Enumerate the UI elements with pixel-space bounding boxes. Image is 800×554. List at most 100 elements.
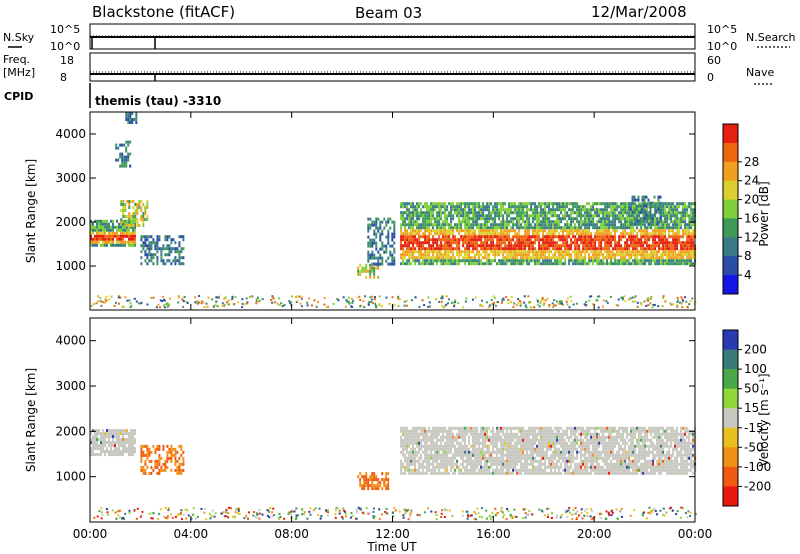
velocity-data-layer	[90, 426, 697, 521]
freq-unit-label: [MHz]	[3, 66, 35, 79]
velocity-colorbar-label: Velocity [m s⁻¹]	[757, 373, 771, 466]
velocity-colorbar-label-5: -50	[744, 440, 764, 454]
freq-panel: Freq. [MHz] 18 8 60 0 Nave	[3, 52, 774, 85]
velocity-colorbar-label-1: 100	[744, 362, 767, 376]
power-ytick-label-3: 4000	[55, 127, 86, 141]
velocity-region-1	[140, 444, 185, 475]
xtick-label-6: 00:00	[678, 527, 713, 541]
nsky-left-tick-top: 10^5	[50, 23, 80, 36]
power-region-8	[629, 195, 662, 226]
power-colorbar-swatch-5	[723, 218, 738, 238]
power-region-1	[120, 200, 149, 227]
velocity-colorbar-label-2: 50	[744, 382, 759, 396]
velocity-ytick-label-1: 2000	[55, 424, 86, 438]
freq-left-tick-bottom: 8	[60, 71, 67, 84]
beam-label: Beam 03	[355, 4, 422, 22]
xtick-label-0: 00:00	[73, 527, 108, 541]
power-colorbar-label-4: 20	[744, 193, 759, 207]
power-region-6	[367, 217, 396, 266]
power-colorbar-label-3: 16	[744, 211, 759, 225]
station-title: Blackstone (fitACF)	[92, 3, 235, 21]
velocity-colorbar-swatch-2	[723, 369, 738, 390]
power-colorbar-swatch-1	[723, 142, 738, 163]
velocity-colorbar-frame	[722, 329, 739, 507]
freq-label: Freq.	[3, 53, 30, 66]
time-x-axis: 00:00 04:00 08:00 12:00 16:00 20:00 00:00	[73, 112, 713, 541]
power-region-3	[125, 112, 138, 124]
power-colorbar-label-6: 28	[744, 155, 759, 169]
velocity-colorbar-swatch-7	[723, 466, 738, 487]
power-colorbar-label: Power [dB]	[757, 181, 771, 246]
velocity-colorbar-swatch-3	[723, 388, 738, 409]
power-near-range-speckle	[90, 295, 697, 309]
velocity-frame	[89, 317, 696, 523]
freq-left-tick-top: 18	[60, 54, 74, 67]
nsky-label: N.Sky	[3, 31, 35, 44]
nave-label: Nave	[746, 66, 774, 79]
nave-right-tick-top: 60	[707, 54, 721, 67]
date-label: 12/Mar/2008	[591, 3, 687, 21]
nsky-left-tick-bottom: 10^0	[50, 40, 80, 53]
power-colorbar-swatch-6	[723, 237, 738, 257]
velocity-colorbar-label-4: -15	[744, 421, 764, 435]
nsky-right-tick-bottom: 10^0	[707, 40, 737, 53]
power-colorbar-label-0: 4	[744, 268, 752, 282]
velocity-colorbar-swatch-8	[723, 486, 738, 507]
velocity-colorbar-label-6: -100	[744, 460, 771, 474]
velocity-region-0	[90, 429, 136, 457]
nsky-panel: N.Sky 10^5 10^0 10^5 10^0 N.Search	[3, 23, 796, 53]
power-colorbar-swatch-0	[723, 124, 738, 144]
power-region-5	[357, 263, 380, 279]
nsearch-label: N.Search	[746, 31, 796, 44]
cpid-panel: CPID themis (tau) -3310	[4, 83, 221, 108]
power-panel: 1000 2000 3000 4000 Slant Range [km] 4 8 12 16…	[24, 111, 771, 311]
velocity-colorbar-swatch-1	[723, 349, 738, 370]
power-colorbar-swatch-2	[723, 161, 738, 182]
power-ylabel: Slant Range [km]	[24, 159, 38, 263]
power-colorbar: 4 8 12 16 20 24 28	[722, 123, 759, 295]
velocity-colorbar-swatch-6	[723, 447, 738, 468]
power-region-4	[140, 235, 185, 266]
velocity-colorbar-swatch-0	[723, 330, 738, 351]
nave-right-tick-bottom: 0	[707, 71, 714, 84]
velocity-colorbar: 200 100 50 15 -15 -50 -100 -200	[722, 329, 771, 507]
velocity-near-range-speckle	[93, 506, 697, 521]
xtick-label-4: 16:00	[476, 527, 511, 541]
power-ytick-label-2: 3000	[55, 171, 86, 185]
velocity-colorbar-swatch-4	[723, 408, 738, 429]
velocity-colorbar-label-7: -200	[744, 479, 771, 493]
velocity-y-axis: 1000 2000 3000 4000	[55, 334, 695, 484]
xtick-label-1: 04:00	[174, 527, 209, 541]
time-xlabel: Time UT	[366, 540, 417, 554]
power-colorbar-swatch-4	[723, 199, 738, 219]
velocity-colorbar-label-3: 15	[744, 401, 759, 415]
velocity-panel: 1000 2000 3000 4000 Slant Range [km] 200 100…	[24, 112, 771, 554]
nsky-right-tick-top: 10^5	[707, 23, 737, 36]
cpid-value: themis (tau) -3310	[95, 94, 221, 108]
velocity-region-2	[400, 426, 697, 475]
xtick-label-3: 12:00	[375, 527, 410, 541]
power-colorbar-swatch-8	[723, 275, 738, 295]
power-y-axis: 1000 2000 3000 4000	[55, 127, 695, 273]
velocity-ylabel: Slant Range [km]	[24, 368, 38, 472]
power-colorbar-frame	[722, 123, 739, 295]
power-region-7	[400, 202, 697, 266]
velocity-ytick-label-2: 3000	[55, 379, 86, 393]
xtick-label-5: 20:00	[577, 527, 612, 541]
velocity-colorbar-label-0: 200	[744, 343, 767, 357]
cpid-label: CPID	[4, 90, 33, 103]
power-colorbar-swatch-7	[723, 256, 738, 276]
velocity-ytick-label-3: 4000	[55, 334, 86, 348]
velocity-ytick-label-0: 1000	[55, 470, 86, 484]
velocity-colorbar-swatch-5	[723, 427, 738, 448]
power-colorbar-label-2: 12	[744, 230, 759, 244]
power-colorbar-label-5: 24	[744, 174, 759, 188]
xtick-label-2: 08:00	[274, 527, 309, 541]
power-colorbar-label-1: 8	[744, 249, 752, 263]
power-colorbar-swatch-3	[723, 180, 738, 201]
velocity-region-3	[357, 472, 390, 491]
power-data-layer	[90, 112, 697, 309]
power-ytick-label-1: 2000	[55, 215, 86, 229]
power-region-2	[115, 140, 132, 168]
